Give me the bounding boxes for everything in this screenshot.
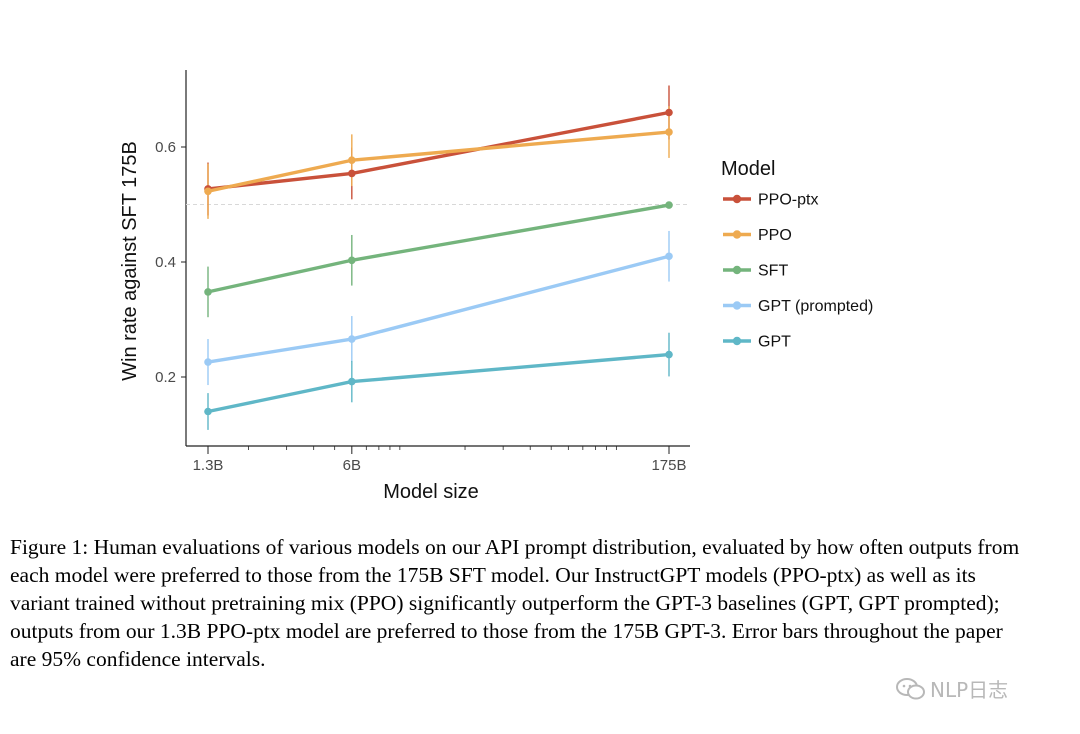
legend-title: Model (721, 158, 775, 180)
data-point-gpt-prompted (665, 252, 673, 261)
axes: 0.2 0.4 0.6 1.3B 6B 175B (155, 70, 690, 474)
data-point-ppo (204, 187, 212, 196)
data-point-gpt (348, 377, 356, 386)
legend-label: GPT (758, 334, 791, 351)
data-point-sft (204, 288, 212, 296)
data-point-ppo (665, 128, 673, 136)
y-tick-label: 0.6 (155, 139, 176, 156)
legend-label: PPO (758, 227, 792, 244)
x-axis-title: Model size (383, 481, 479, 503)
wechat-icon (896, 677, 926, 701)
legend-label: GPT (prompted) (758, 298, 873, 315)
legend-item-sft: SFT (723, 263, 788, 280)
y-tick-label: 0.2 (155, 369, 176, 386)
data-point-gpt (204, 407, 212, 416)
legend-item-gpt-prompted: GPT (prompted) (723, 298, 873, 315)
figure-caption: Figure 1: Human evaluations of various m… (10, 535, 1020, 671)
watermark-text: NLP日志 (930, 678, 1009, 702)
data-point-ppo (348, 156, 356, 165)
legend-marker (732, 230, 742, 239)
plot-area (186, 85, 690, 430)
legend-label: SFT (758, 263, 788, 280)
series-line-sft (206, 203, 671, 294)
y-axis-title: Win rate against SFT 175B (119, 141, 141, 381)
legend-label: PPO-ptx (758, 192, 818, 209)
data-point-gpt-prompted (348, 335, 356, 343)
chart: 0.2 0.4 0.6 1.3B 6B 175B Model PPO-ptx PPO SFT G… (119, 70, 873, 503)
y-tick-label: 0.4 (155, 254, 176, 271)
legend-item-gpt: GPT (723, 334, 791, 351)
data-point-gpt-prompted (204, 358, 212, 366)
x-tick-label: 1.3B (193, 457, 224, 474)
x-tick-label: 6B (343, 457, 361, 474)
legend-item-ppo: PPO (723, 227, 792, 244)
legend-marker (732, 265, 742, 275)
data-point-ppo-ptx (665, 108, 673, 117)
watermark: NLP日志 (896, 674, 1008, 703)
legend-marker (732, 336, 742, 346)
series-line-gpt (206, 352, 671, 414)
legend-item-ppo-ptx: PPO-ptx (723, 192, 818, 209)
legend-marker (732, 301, 742, 310)
data-point-sft (665, 201, 673, 209)
data-point-gpt (665, 350, 673, 359)
data-point-sft (348, 256, 356, 265)
data-point-ppo-ptx (348, 169, 356, 178)
legend-marker (732, 194, 742, 204)
legend: Model PPO-ptx PPO SFT GPT (prompted) GPT (721, 158, 873, 351)
x-tick-label: 175B (651, 457, 686, 474)
series-line-gpt-prompted (206, 254, 671, 364)
